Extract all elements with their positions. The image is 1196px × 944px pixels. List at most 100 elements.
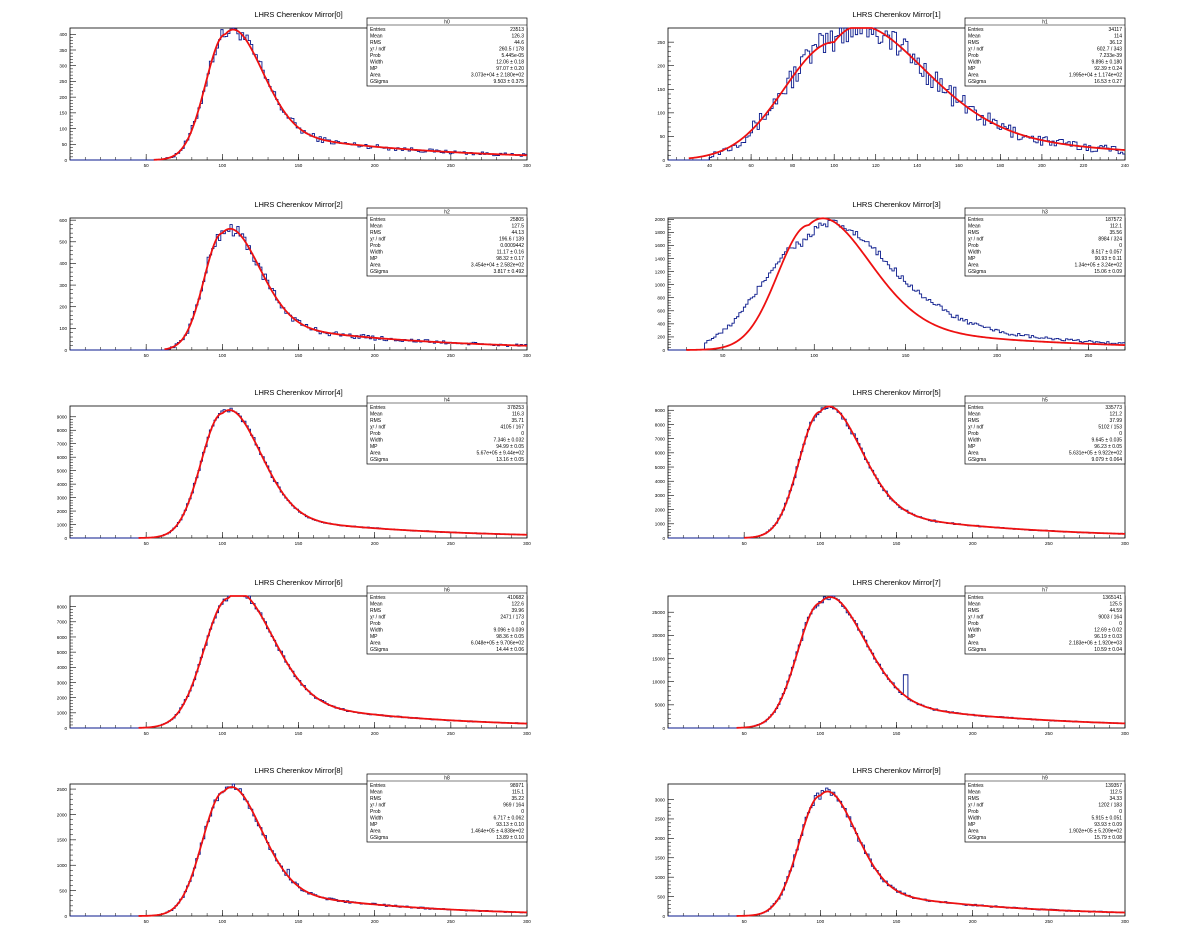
y-tick-label: 8000 (57, 604, 68, 609)
stats-label: Entries (968, 217, 984, 223)
x-tick-label: 150 (295, 163, 303, 168)
y-tick-label: 1000 (655, 282, 666, 287)
fit-curve (138, 409, 528, 539)
fit-curve (164, 227, 528, 351)
stats-name: h6 (444, 587, 450, 593)
stats-label: MP (370, 822, 378, 828)
y-tick-label: 7000 (655, 436, 666, 441)
stats-value: 13.89 ± 0.10 (496, 835, 524, 841)
y-tick-label: 9000 (57, 415, 68, 420)
y-tick-label: 6000 (57, 455, 68, 460)
y-tick-label: 1200 (655, 269, 666, 274)
histogram-panel-2: LHRS Cherenkov Mirror[2]0100200300400500… (59, 200, 531, 358)
stats-label: GSigma (370, 835, 388, 841)
y-tick-label: 5000 (57, 468, 68, 473)
stats-label: GSigma (968, 269, 986, 275)
stats-value: 12.69 ± 0.02 (1094, 628, 1122, 634)
y-tick-label: 3000 (655, 493, 666, 498)
y-tick-label: 15000 (652, 656, 665, 661)
stats-box: h9 Entries 139357 Mean 112.5 RMS 34.33 χ² / ndf… (964, 773, 1126, 843)
x-tick-label: 50 (144, 541, 150, 546)
x-tick-label: 150 (295, 919, 303, 924)
stats-value: 14.44 ± 0.06 (496, 647, 524, 653)
stats-value: 5.915 ± 0.051 (1091, 816, 1122, 822)
y-tick-label: 6000 (655, 451, 666, 456)
stats-label: χ² / ndf (370, 803, 386, 809)
y-tick-label: 0 (662, 348, 665, 353)
y-tick-label: 1500 (57, 838, 68, 843)
stats-label: χ² / ndf (968, 47, 984, 53)
stats-label: Prob (370, 809, 381, 815)
y-tick-label: 0 (64, 726, 67, 731)
stats-label: GSigma (370, 647, 388, 653)
histogram-panel-3: LHRS Cherenkov Mirror[3] 0 200 400 600 800 100… (655, 200, 1126, 358)
stats-label: Area (968, 73, 979, 79)
panel-title: LHRS Cherenkov Mirror[0] (254, 10, 342, 19)
panel-title: LHRS Cherenkov Mirror[1] (852, 10, 940, 19)
stats-label: RMS (370, 230, 382, 236)
x-tick-label: 150 (893, 731, 901, 736)
y-tick-label: 4000 (57, 482, 68, 487)
histogram-panel-9: LHRS Cherenkov Mirror[9]0500100015002000… (655, 766, 1130, 924)
stats-value: 1.995e+04 ± 1.174e+02 (1069, 73, 1122, 79)
stats-label: Area (370, 451, 381, 457)
stats-value: 96.19 ± 0.03 (1094, 634, 1122, 640)
stats-value: 126.3 (511, 34, 524, 40)
x-tick-label: 250 (1045, 731, 1053, 736)
stats-label: Width (370, 438, 383, 444)
stats-value: 37.99 (1109, 418, 1122, 424)
x-tick-label: 100 (816, 541, 824, 546)
stats-label: RMS (370, 796, 382, 802)
stats-value: 114 (1114, 34, 1122, 40)
stats-label: Prob (968, 431, 979, 437)
stats-label: Mean (968, 224, 981, 230)
y-tick-label: 1500 (655, 856, 666, 861)
y-tick-label: 100 (657, 111, 665, 116)
stats-label: Prob (370, 431, 381, 437)
x-tick-label: 240 (1121, 163, 1129, 168)
stats-value: 0 (1119, 621, 1122, 627)
stats-value: 35.56 (1109, 230, 1122, 236)
x-tick-label: 250 (447, 919, 455, 924)
y-tick-label: 0 (64, 158, 67, 163)
stats-label: χ² / ndf (968, 803, 984, 809)
stats-label: RMS (370, 40, 382, 46)
stats-value: 127.5 (511, 224, 524, 230)
x-tick-label: 250 (1045, 541, 1053, 546)
x-tick-label: 150 (295, 541, 303, 546)
y-tick-label: 400 (59, 261, 67, 266)
stats-value: 16.53 ± 0.27 (1094, 79, 1122, 85)
x-tick-label: 150 (893, 541, 901, 546)
stats-value: 1365141 (1103, 595, 1123, 601)
stats-value: 378253 (507, 405, 524, 411)
stats-value: 44.6 (514, 40, 524, 46)
stats-label: RMS (370, 418, 382, 424)
stats-label: χ² / ndf (370, 237, 386, 243)
stats-value: 44.59 (1109, 608, 1122, 614)
stats-value: 115.1 (512, 790, 524, 796)
stats-value: 116.3 (512, 412, 524, 418)
y-tick-label: 200 (59, 305, 67, 310)
x-tick-label: 250 (1085, 353, 1093, 358)
stats-box: h2 Entries 25805 Mean 127.5 RMS 44.13 χ² / ndf 1… (366, 207, 528, 277)
x-tick-label: 150 (902, 353, 910, 358)
stats-label: Mean (370, 224, 383, 230)
stats-name: h1 (1042, 19, 1048, 25)
stats-value: 0.0009442 (500, 243, 524, 249)
stats-label: Area (968, 451, 979, 457)
fit-curve (736, 596, 1126, 729)
y-tick-label: 2000 (655, 836, 666, 841)
y-tick-label: 0 (64, 536, 67, 541)
y-tick-label: 0 (662, 158, 665, 163)
y-tick-label: 100 (59, 326, 67, 331)
y-tick-label: 600 (59, 218, 67, 223)
stats-label: χ² / ndf (370, 47, 386, 53)
stats-label: Width (968, 628, 981, 634)
stats-value: 8.517 ± 0.057 (1091, 250, 1122, 256)
stats-value: 335773 (1105, 405, 1122, 411)
x-tick-label: 100 (810, 353, 818, 358)
stats-label: Mean (968, 412, 981, 418)
y-tick-label: 3000 (57, 680, 68, 685)
stats-value: 9.079 ± 0.064 (1091, 457, 1122, 463)
x-tick-label: 300 (1121, 541, 1129, 546)
